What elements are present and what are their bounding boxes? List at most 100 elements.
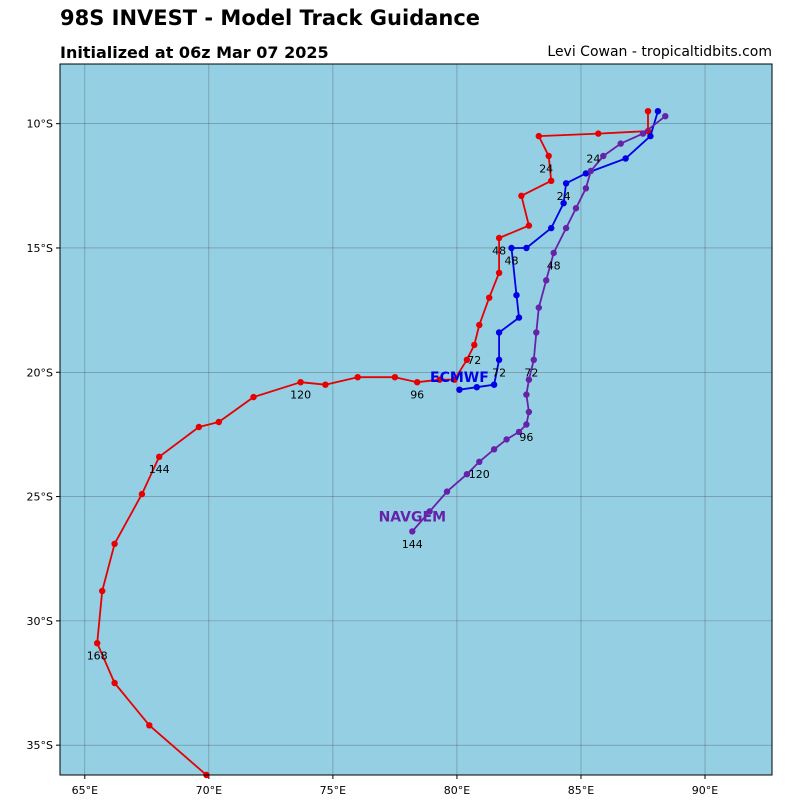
track-point [595,130,602,137]
track-point [622,155,629,162]
chart-credit: Levi Cowan - tropicaltidbits.com [547,44,772,60]
track-point [99,587,106,595]
track-point [533,329,540,336]
track-line [459,110,659,391]
track-point [495,356,503,363]
lon-tick-label: 90°E [692,784,718,797]
track-point [322,381,329,388]
forecast-hour-label: 96 [519,431,533,444]
lon-tick-label: 65°E [72,784,98,797]
track-point [545,152,552,160]
track-point [543,277,550,284]
track-point [146,722,153,729]
track-point [463,471,471,478]
track-point [644,108,652,115]
track-point [495,269,503,276]
lat-tick-label: 30°S [27,615,53,628]
track-point [525,376,533,383]
model-tracks [94,108,669,779]
track-point [582,170,590,177]
track-point [443,488,451,495]
forecast-hour-label: 72 [524,366,538,379]
track-point [562,180,570,187]
forecast-hour-label: 144 [402,538,423,551]
track-point [391,374,399,381]
track-point [495,329,503,336]
track-point [508,244,515,252]
track-point [523,244,530,252]
forecast-hour-label: 48 [505,254,519,267]
track-point [354,374,361,381]
track-point [138,490,146,498]
track-point [513,292,520,299]
track-ecmwf [456,108,662,393]
forecast-hour-label: 24 [586,153,600,166]
lon-tick-label: 80°E [444,784,470,797]
forecast-hour-label: 24 [557,190,571,203]
track-point [451,376,458,383]
track-point [195,423,203,431]
track-point [250,393,257,401]
track-point [476,321,483,329]
track-point [486,294,493,301]
ocean-background [60,64,772,775]
track-point [523,391,530,398]
track-point [600,152,607,160]
track-point [436,376,443,383]
track-point [562,224,570,232]
forecast-hour-label: 96 [410,389,424,402]
forecast-hour-label: 72 [467,354,481,367]
forecast-hour-label: 48 [492,245,506,258]
track-point [463,356,471,363]
track-point [530,356,537,363]
track-point [111,540,118,547]
track-point [414,379,421,386]
track-point [525,408,533,416]
track-point [94,640,101,647]
lat-tick-label: 20°S [27,366,53,379]
lon-tick-label: 70°E [196,784,222,797]
lat-tick-label: 35°S [27,739,53,752]
track-point [515,314,523,321]
track-point [490,381,498,388]
map-frame [59,63,773,776]
track-point [560,200,567,207]
track-point [495,234,503,242]
track-point [518,192,525,199]
lat-tick-label: 10°S [27,118,53,131]
forecast-hour-label: 72 [492,366,506,379]
lon-tick-label: 75°E [320,784,346,797]
track-point [471,341,478,349]
track-point [111,679,118,687]
track-navgem [409,113,669,535]
track-point [490,446,498,453]
track-point [654,108,662,115]
forecast-hour-label: 144 [149,463,170,476]
forecast-hour-label: 48 [547,259,561,272]
chart-title: 98S INVEST - Model Track Guidance [60,6,481,30]
track-point [639,130,647,137]
track-point [535,132,542,140]
track-line [96,111,649,776]
track-point [647,132,654,140]
track-point [525,222,533,229]
track-point [548,224,555,232]
lat-tick-label: 25°S [27,491,53,504]
track-point [409,528,416,535]
track-point [515,428,523,436]
forecast-hour-label: 24 [539,162,553,175]
forecast-hour-label: 120 [290,389,311,402]
track-point [548,177,555,184]
track-point [503,436,510,443]
track-labels: 24487296120144168244872ECMWF244872961201… [87,153,601,663]
track-point [476,458,483,465]
track-point [456,386,463,393]
track-point [535,304,542,311]
track-point [550,249,557,257]
forecast-hour-label: 168 [87,650,108,663]
track-point [582,185,590,192]
lon-tick-label: 85°E [568,784,594,797]
chart-subtitle: Initialized at 06z Mar 07 2025 [60,43,329,62]
track-point [662,113,669,120]
track-point [572,205,580,212]
